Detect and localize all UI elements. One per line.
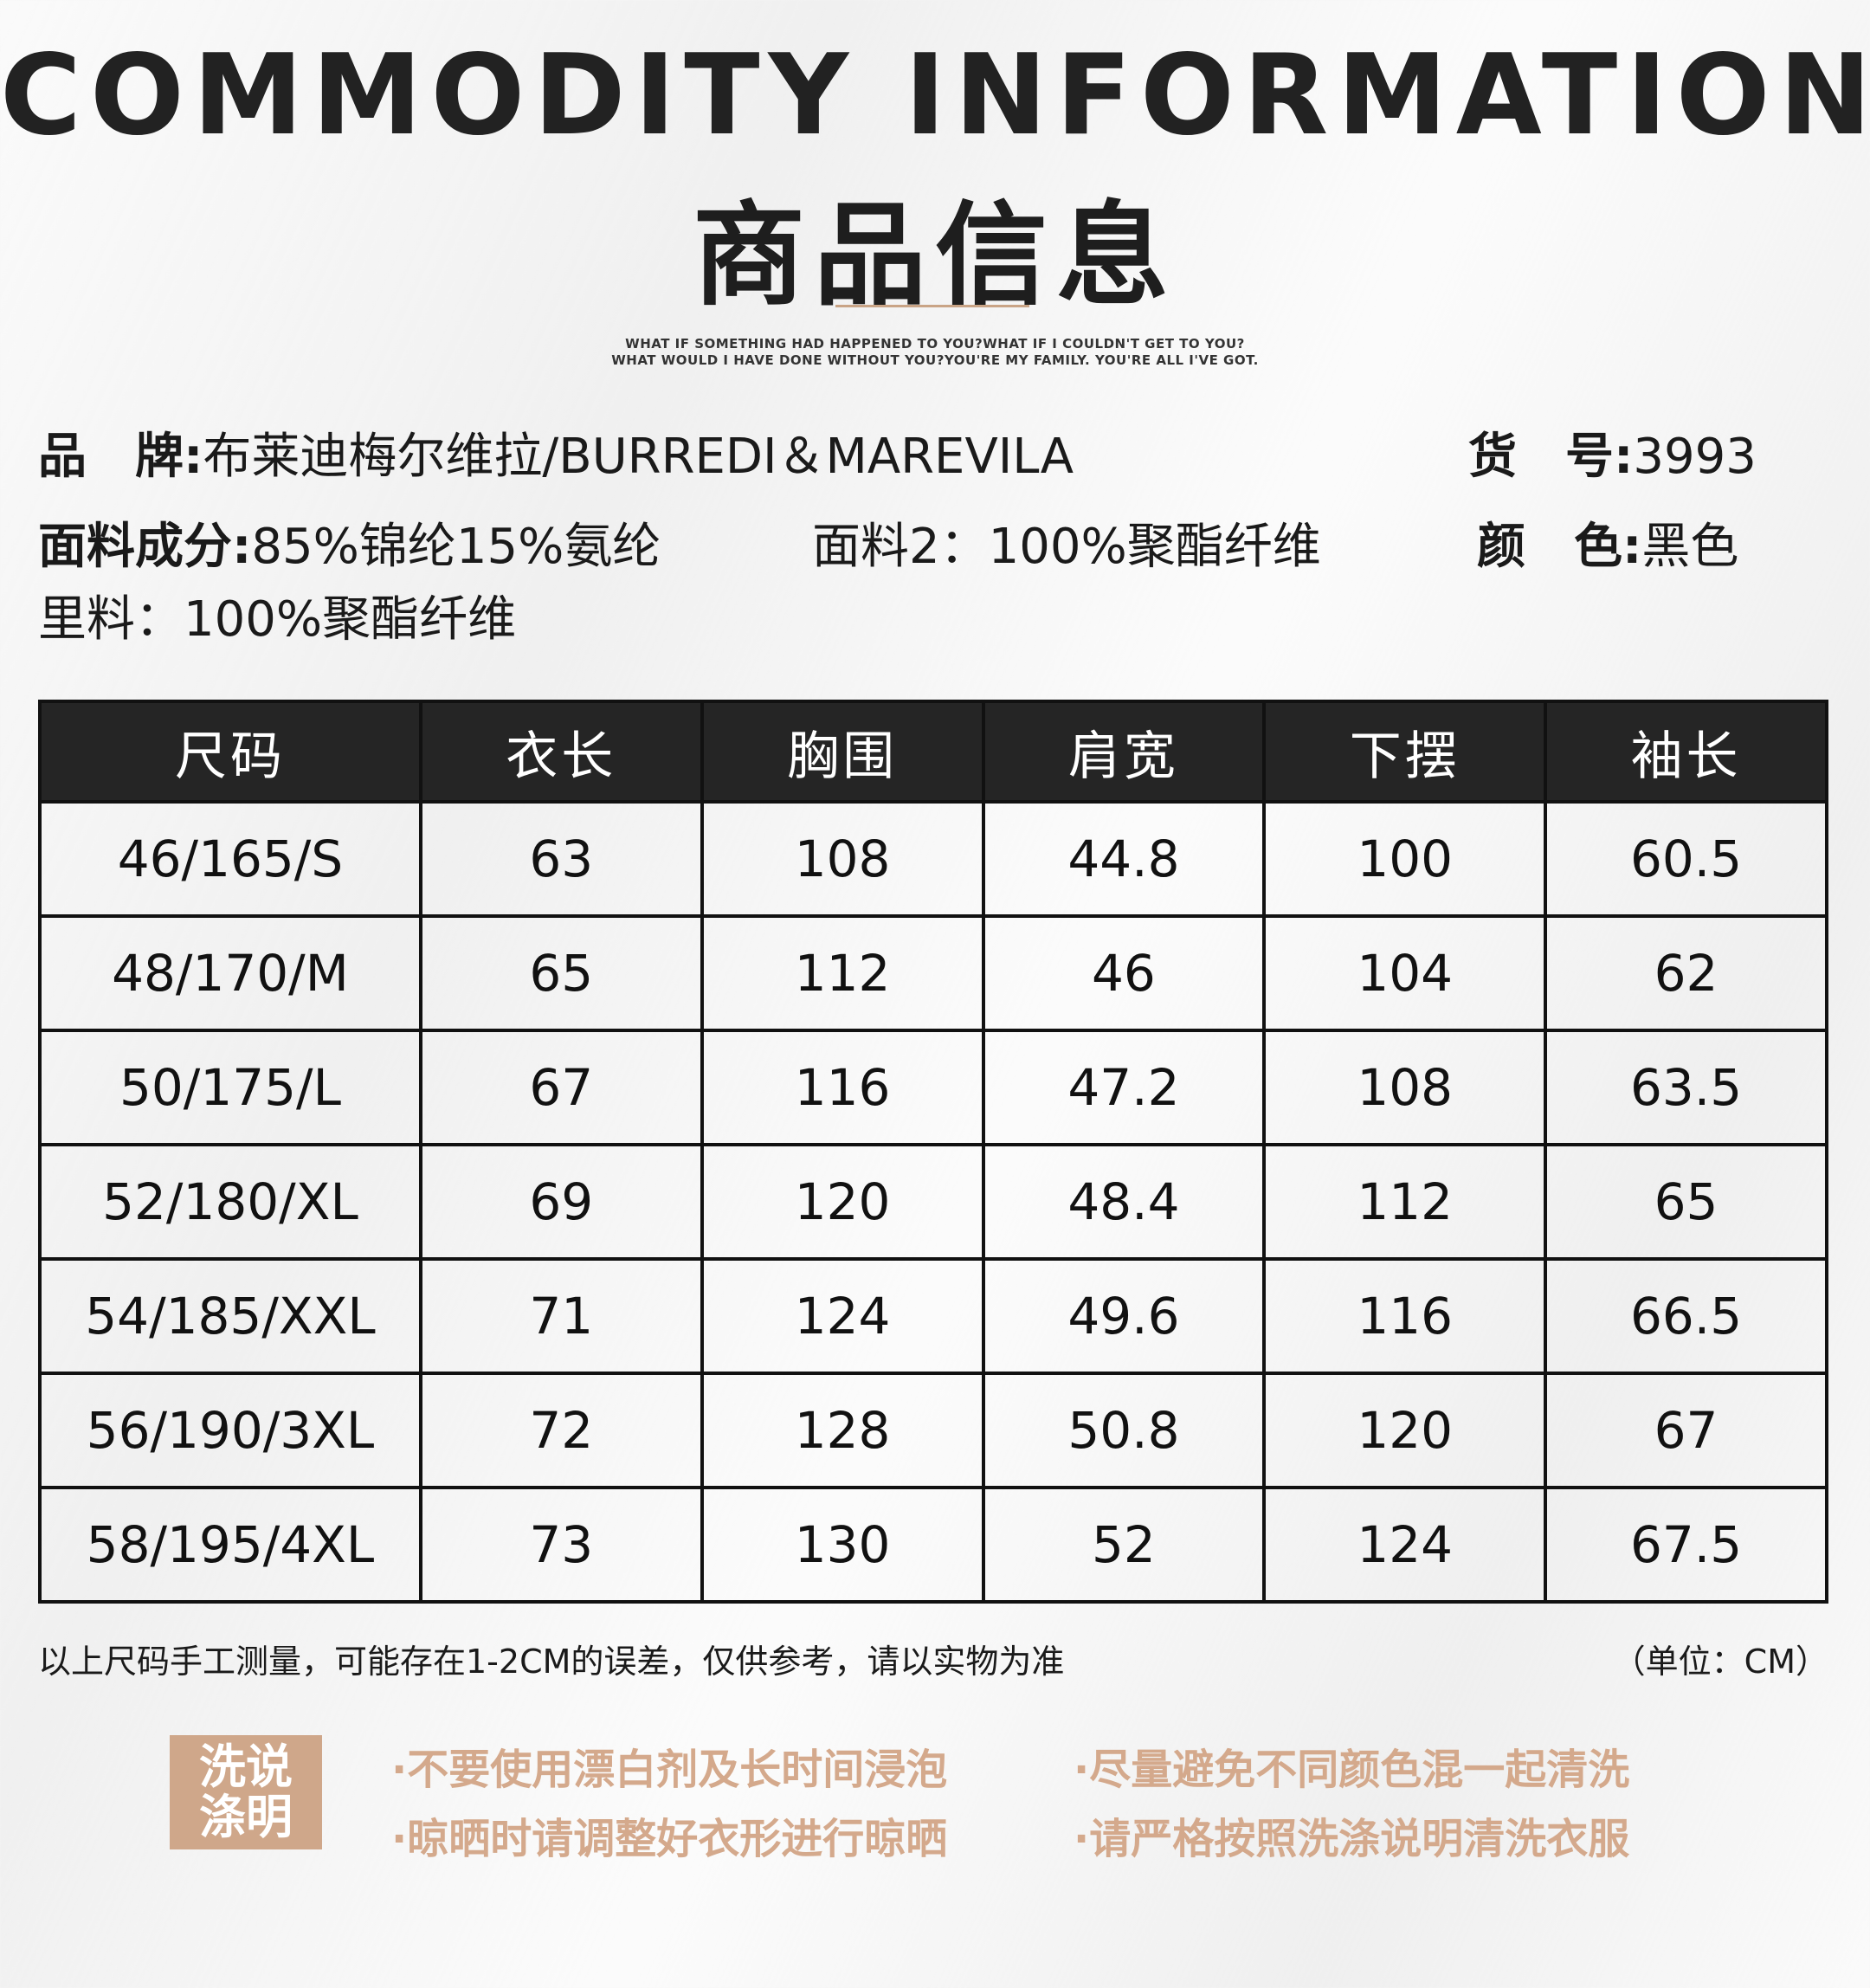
cell-size: 46/165/S (38, 800, 422, 918)
cell-shoulder: 44.8 (981, 800, 1267, 918)
cell-shoulder: 46 (981, 914, 1267, 1032)
table-row: 58/195/4XL 73 130 52 124 67.5 (38, 1486, 1828, 1604)
cell-shoulder: 49.6 (981, 1257, 1267, 1375)
cell-sleeve: 67.5 (1544, 1486, 1828, 1604)
measurement-note: 以上尺码手工测量，可能存在1-2CM的误差，仅供参考，请以实物为准 (38, 1643, 1065, 1681)
wash-item: ·晾晒时请调整好衣形进行晾晒 (391, 1815, 948, 1863)
cell-size: 58/195/4XL (38, 1486, 422, 1604)
header-hem: 下摆 (1262, 700, 1548, 804)
brand-value: 布莱迪梅尔维拉/BURREDI＆MAREVILA (203, 429, 1074, 485)
cell-sleeve: 60.5 (1544, 800, 1828, 918)
cell-sleeve: 66.5 (1544, 1257, 1828, 1375)
cell-length: 72 (418, 1372, 704, 1489)
cell-size: 52/180/XL (38, 1143, 422, 1261)
color-value: 黑色 (1641, 519, 1739, 575)
size-table: 尺码 衣长 胸围 肩宽 下摆 袖长 46/165/S 63 108 44.8 1… (38, 700, 1828, 1604)
cell-chest: 116 (700, 1029, 985, 1146)
header-length: 衣长 (418, 700, 704, 804)
fabric-label: 面料成分: (38, 519, 252, 575)
title-english: COMMODITY INFORMATION (0, 31, 1870, 160)
table-row: 48/170/M 65 112 46 104 62 (38, 914, 1828, 1032)
lining-info: 里料：100%聚酯纤维 (38, 591, 517, 648)
title-chinese: 商品信息 (692, 190, 1177, 321)
cell-sleeve: 62 (1544, 914, 1828, 1032)
title-divider (835, 305, 1029, 307)
cell-chest: 130 (700, 1486, 985, 1604)
cell-chest: 128 (700, 1372, 985, 1489)
cell-length: 63 (418, 800, 704, 918)
table-row: 54/185/XXL 71 124 49.6 116 66.5 (38, 1257, 1828, 1375)
table-row: 46/165/S 63 108 44.8 100 60.5 (38, 800, 1828, 918)
cell-length: 67 (418, 1029, 704, 1146)
cell-length: 69 (418, 1143, 704, 1261)
cell-hem: 124 (1262, 1486, 1548, 1604)
color-label: 颜 色: (1477, 519, 1642, 575)
table-row: 56/190/3XL 72 128 50.8 120 67 (38, 1372, 1828, 1489)
cell-length: 65 (418, 914, 704, 1032)
tagline-line-2: WHAT WOULD I HAVE DONE WITHOUT YOU?YOU'R… (611, 352, 1259, 368)
cell-shoulder: 47.2 (981, 1029, 1267, 1146)
badge-line-1: 洗说 (199, 1740, 293, 1794)
cell-shoulder: 48.4 (981, 1143, 1267, 1261)
cell-hem: 112 (1262, 1143, 1548, 1261)
cell-chest: 124 (700, 1257, 985, 1375)
cell-sleeve: 63.5 (1544, 1029, 1828, 1146)
cell-size: 48/170/M (38, 914, 422, 1032)
fabric-value: 85%锦纶15%氨纶 (251, 519, 661, 575)
wash-item: ·不要使用漂白剂及长时间浸泡 (391, 1746, 948, 1794)
badge-line-2: 涤明 (199, 1790, 293, 1844)
cell-shoulder: 52 (981, 1486, 1267, 1604)
header-size: 尺码 (38, 700, 422, 804)
header-sleeve: 袖长 (1544, 700, 1828, 804)
cell-chest: 108 (700, 800, 985, 918)
fabric-info: 面料成分:85%锦纶15%氨纶 (38, 518, 661, 577)
cell-size: 56/190/3XL (38, 1372, 422, 1489)
cell-hem: 108 (1262, 1029, 1548, 1146)
brand-info: 品 牌:布莱迪梅尔维拉/BURREDI＆MAREVILA (38, 428, 1074, 487)
cell-chest: 120 (700, 1143, 985, 1261)
unit-label: （单位：CM） (1612, 1643, 1828, 1681)
cell-sleeve: 67 (1544, 1372, 1828, 1489)
cell-chest: 112 (700, 914, 985, 1032)
cell-shoulder: 50.8 (981, 1372, 1267, 1489)
cell-sleeve: 65 (1544, 1143, 1828, 1261)
cell-hem: 100 (1262, 800, 1548, 918)
cell-length: 73 (418, 1486, 704, 1604)
cell-length: 71 (418, 1257, 704, 1375)
wash-item: ·请严格按照洗涤说明清洗衣服 (1074, 1815, 1630, 1863)
cell-hem: 120 (1262, 1372, 1548, 1489)
cell-size: 50/175/L (38, 1029, 422, 1146)
wash-item: ·尽量避免不同颜色混一起清洗 (1074, 1746, 1630, 1794)
cell-size: 54/185/XXL (38, 1257, 422, 1375)
tagline-line-1: WHAT IF SOMETHING HAD HAPPENED TO YOU?WH… (625, 336, 1245, 352)
fabric2-info: 面料2：100%聚酯纤维 (812, 519, 1321, 575)
cell-hem: 104 (1262, 914, 1548, 1032)
header-shoulder: 肩宽 (981, 700, 1267, 804)
brand-label: 品 牌: (38, 429, 203, 485)
table-header-row: 尺码 衣长 胸围 肩宽 下摆 袖长 (38, 700, 1828, 804)
color-info: 颜 色:黑色 (1477, 518, 1738, 577)
item-number-label: 货 号: (1468, 429, 1634, 485)
item-number-info: 货 号:3993 (1468, 428, 1757, 487)
cell-hem: 116 (1262, 1257, 1548, 1375)
item-number-value: 3993 (1633, 429, 1757, 485)
header-chest: 胸围 (700, 700, 985, 804)
wash-instructions-badge: 洗说 涤明 (170, 1735, 322, 1849)
table-row: 50/175/L 67 116 47.2 108 63.5 (38, 1029, 1828, 1146)
table-row: 52/180/XL 69 120 48.4 112 65 (38, 1143, 1828, 1261)
